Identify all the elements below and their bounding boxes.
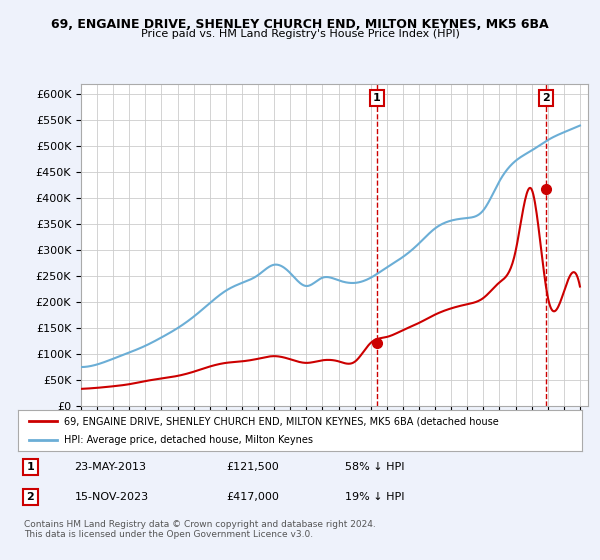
Text: £417,000: £417,000 xyxy=(227,492,280,502)
Text: £121,500: £121,500 xyxy=(227,462,280,472)
Text: HPI: Average price, detached house, Milton Keynes: HPI: Average price, detached house, Milt… xyxy=(64,435,313,445)
Text: 2: 2 xyxy=(26,492,34,502)
Text: 2: 2 xyxy=(542,93,550,103)
Text: Price paid vs. HM Land Registry's House Price Index (HPI): Price paid vs. HM Land Registry's House … xyxy=(140,29,460,39)
Text: 1: 1 xyxy=(26,462,34,472)
Text: Contains HM Land Registry data © Crown copyright and database right 2024.
This d: Contains HM Land Registry data © Crown c… xyxy=(24,520,376,539)
Text: 1: 1 xyxy=(373,93,381,103)
Text: 15-NOV-2023: 15-NOV-2023 xyxy=(74,492,149,502)
Text: 69, ENGAINE DRIVE, SHENLEY CHURCH END, MILTON KEYNES, MK5 6BA: 69, ENGAINE DRIVE, SHENLEY CHURCH END, M… xyxy=(51,18,549,31)
Text: 69, ENGAINE DRIVE, SHENLEY CHURCH END, MILTON KEYNES, MK5 6BA (detached house: 69, ENGAINE DRIVE, SHENLEY CHURCH END, M… xyxy=(64,417,499,426)
Text: 19% ↓ HPI: 19% ↓ HPI xyxy=(345,492,404,502)
Text: 23-MAY-2013: 23-MAY-2013 xyxy=(74,462,146,472)
Text: 58% ↓ HPI: 58% ↓ HPI xyxy=(345,462,404,472)
